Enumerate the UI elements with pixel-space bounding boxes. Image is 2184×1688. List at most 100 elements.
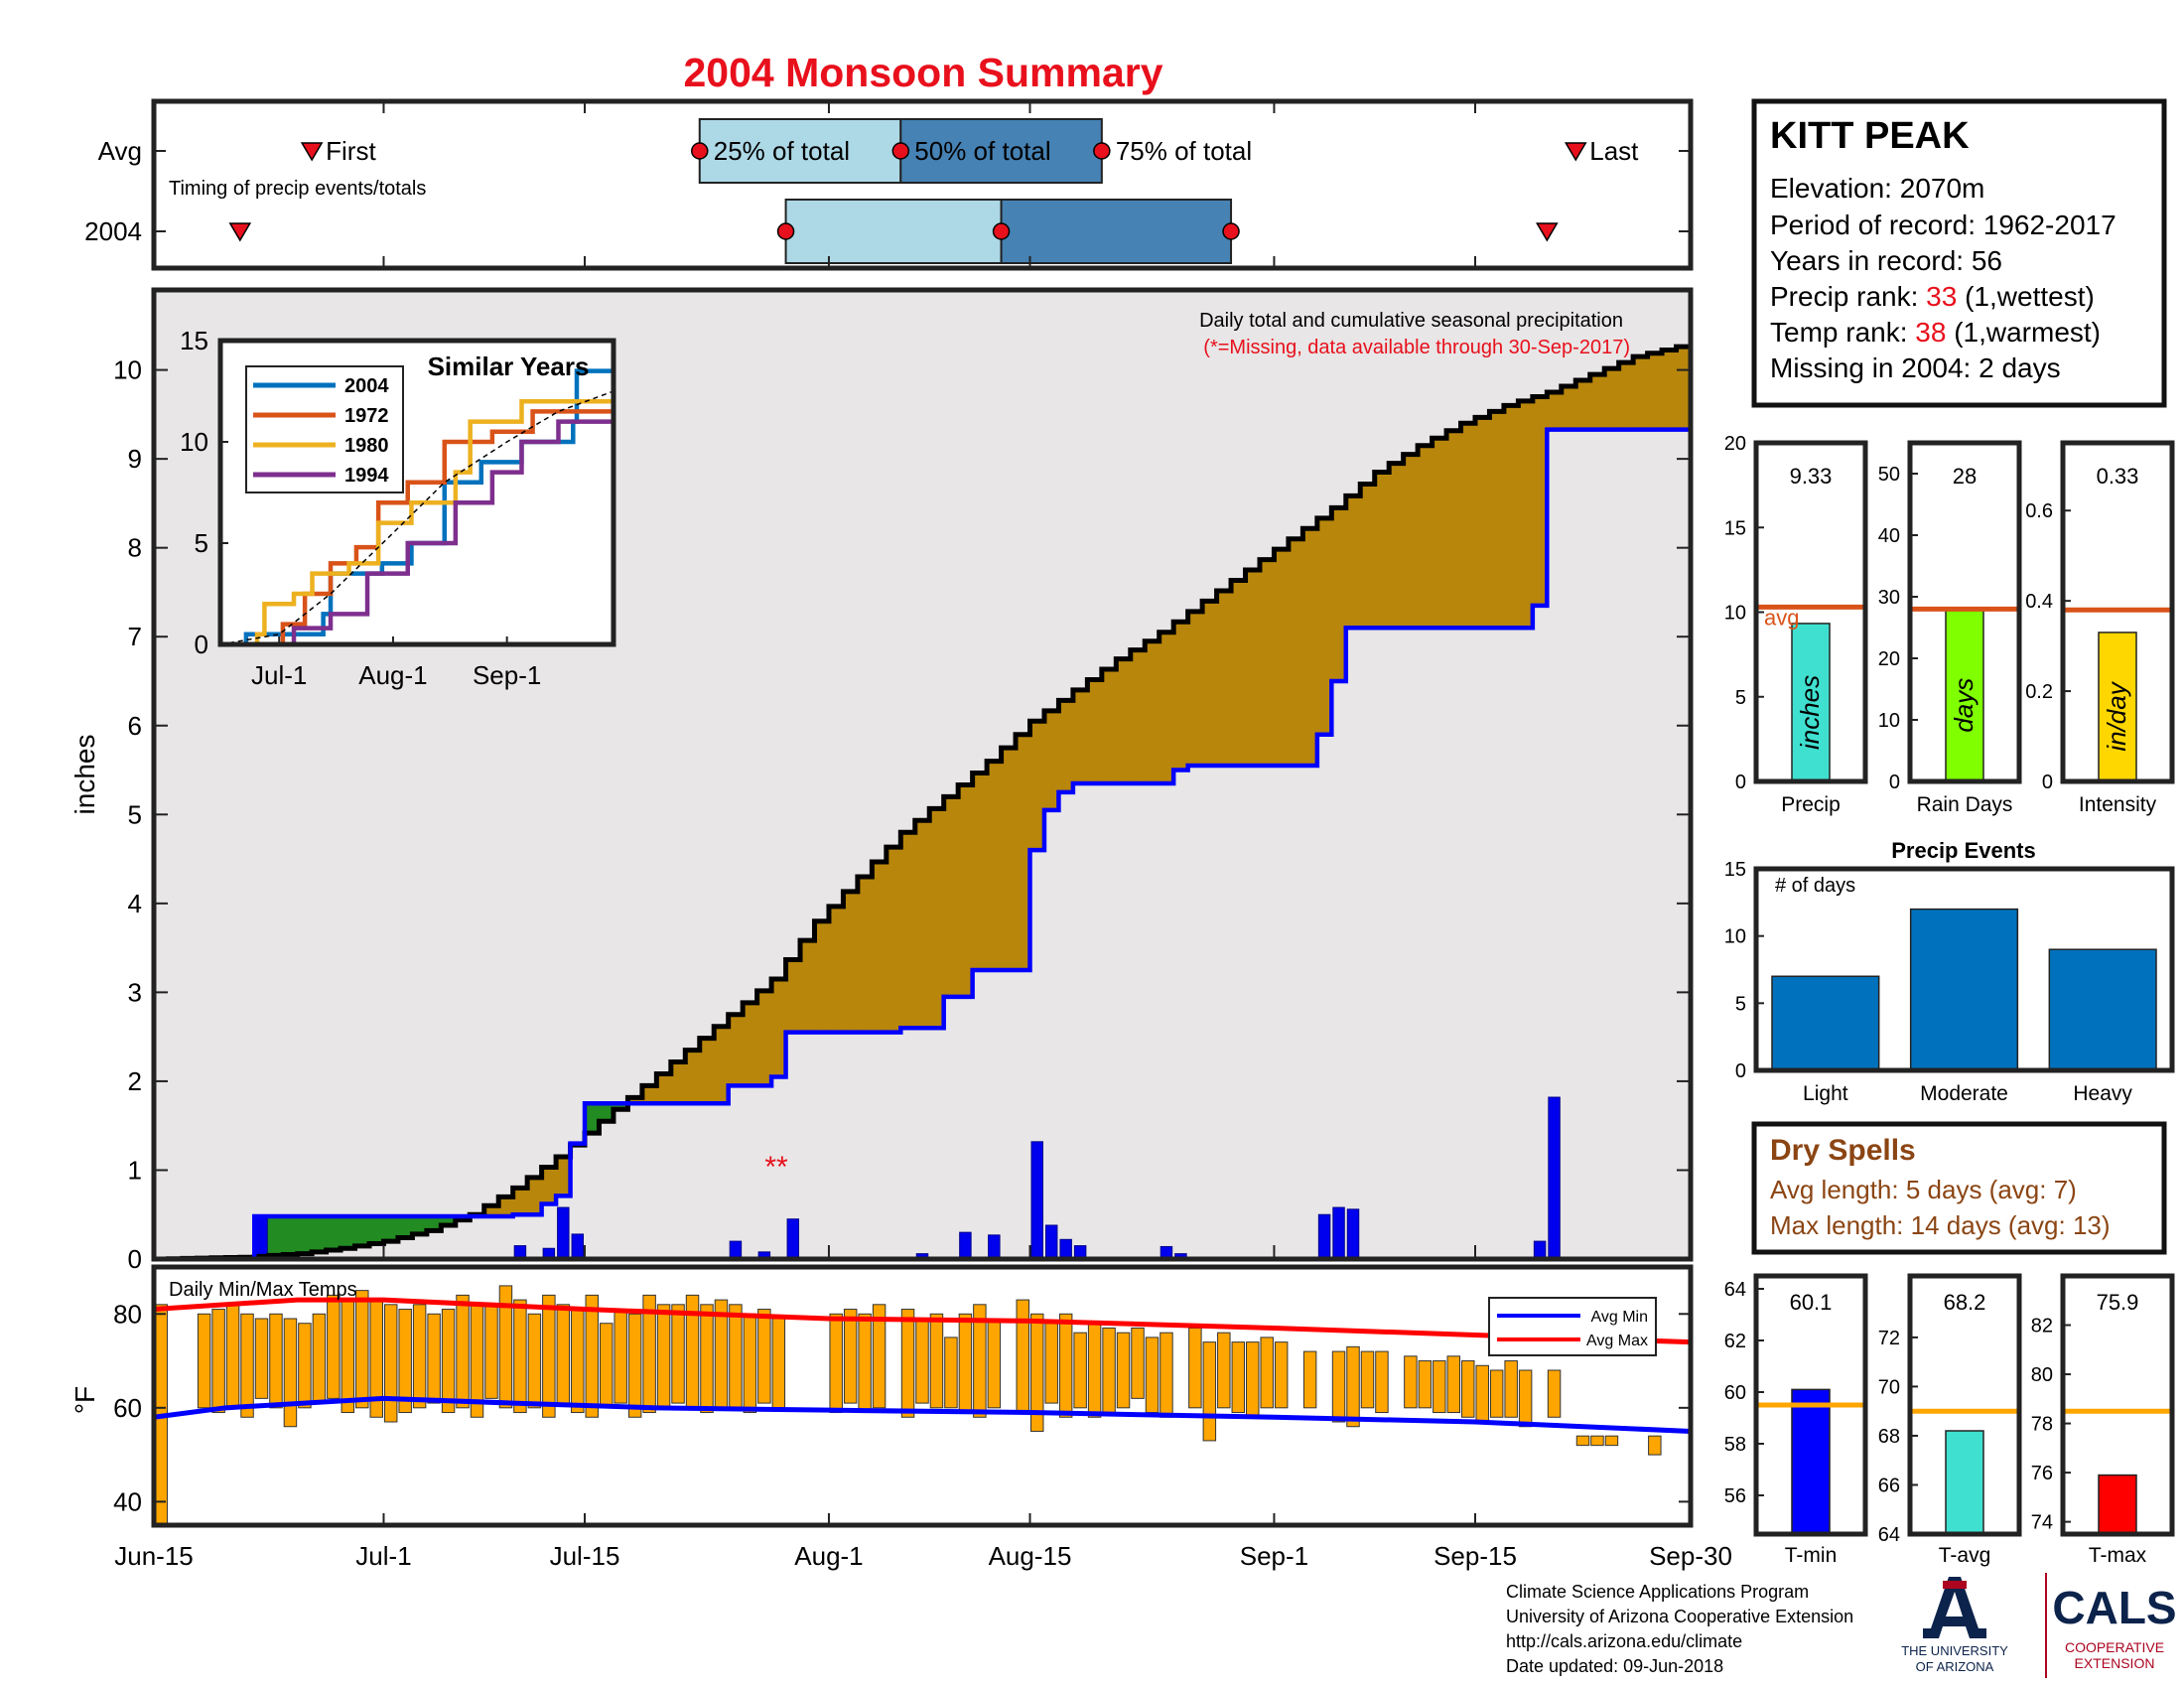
total-value-label: 0.33 [2097, 464, 2139, 489]
timing-last-label: Last [1589, 136, 1639, 166]
daily-temp-bar [513, 1299, 527, 1414]
timing-q75-label: 75% of total [1116, 136, 1252, 166]
temp-rank-line: Temp rank: 38 (1,warmest) [1770, 317, 2101, 348]
total-y-tick-label: 0.4 [2025, 591, 2053, 613]
deficit-fill [1316, 517, 1332, 735]
x-tick-label: Jul-1 [355, 1541, 411, 1571]
deficit-fill [1647, 352, 1663, 430]
deficit-fill [785, 959, 801, 1033]
footer-line-2: University of Arizona Cooperative Extens… [1506, 1607, 1853, 1626]
y-tick-label: 4 [128, 889, 142, 918]
plot-caption: Daily total and cumulative seasonal prec… [1199, 310, 1623, 332]
daily-temp-bar [1302, 1350, 1317, 1409]
tavg-value-label: 75.9 [2097, 1290, 2139, 1315]
events-y-tick-label: 0 [1735, 1060, 1746, 1082]
temp-panel-title: Daily Min/Max Temps [169, 1279, 357, 1301]
deficit-fill [1173, 622, 1189, 771]
daily-temp-bar [599, 1323, 614, 1409]
tavg-y-tick-label: 76 [2031, 1463, 2053, 1484]
x-tick-label: Sep-30 [1649, 1541, 1732, 1571]
missing-data-marker: ** [764, 1151, 788, 1184]
timing-row-label: Avg [98, 136, 142, 166]
temp-avg-line-max [153, 1297, 1692, 1345]
tavg-panel-frame [2060, 1273, 2175, 1537]
daily-temp-bar [211, 1309, 225, 1414]
deficit-fill [1130, 649, 1146, 783]
deficit-fill [1389, 463, 1405, 629]
total-y-tick-label: 5 [1735, 687, 1746, 709]
deficit-fill [1360, 484, 1376, 629]
total-y-tick-label: 20 [1724, 433, 1746, 455]
daily-temp-bar [1116, 1332, 1131, 1409]
total-y-tick-label: 0.6 [2025, 500, 2053, 522]
daily-temp-bar [929, 1313, 944, 1409]
deficit-fill [814, 920, 830, 1033]
temp-legend-label: Avg Min [1590, 1309, 1648, 1326]
precip-rank-part: (1,wettest) [1957, 281, 2094, 312]
deficit-fill [1187, 611, 1203, 767]
daily-temp-bar [398, 1309, 412, 1414]
events-y-tick-label: 5 [1735, 993, 1746, 1015]
daily-temp-bar [498, 1285, 513, 1409]
deficit-fill [843, 891, 859, 1033]
total-y-tick-label: 0 [1889, 772, 1900, 793]
tavg-y-tick-label: 68 [1878, 1426, 1900, 1448]
deficit-fill [1259, 559, 1276, 767]
deficit-fill [1374, 472, 1390, 629]
daily-precip-bar [786, 1218, 800, 1260]
precip-rank-line: Precip rank: 33 (1,wettest) [1770, 281, 2095, 312]
deficit-fill [828, 906, 845, 1033]
station-name: KITT PEAK [1770, 115, 1970, 157]
ua-logo-line-2: OF ARIZONA [1916, 1659, 1994, 1674]
daily-temp-bar [341, 1299, 355, 1414]
inset-x-tick-label: Jul-1 [251, 660, 307, 690]
deficit-fill [1403, 454, 1419, 629]
daily-temp-bar [269, 1313, 283, 1409]
daily-temp-bar [1217, 1332, 1231, 1409]
ua-a-accent [1943, 1581, 1967, 1589]
daily-temp-bar [1504, 1360, 1518, 1418]
timing-marker-q50 [992, 222, 1011, 240]
deficit-fill [1145, 640, 1160, 783]
deficit-fill [1116, 658, 1132, 783]
daily-temp-bar [1058, 1313, 1073, 1418]
total-unit-label: days [1949, 678, 1979, 733]
timing-marker-last [1564, 142, 1587, 162]
temp-y-tick-label: 40 [113, 1486, 142, 1516]
deficit-fill [1589, 374, 1605, 430]
deficit-fill [987, 761, 1003, 970]
daily-precip-bar [1059, 1238, 1072, 1260]
timing-marker-q25 [776, 222, 795, 240]
surplus-fill [268, 1216, 284, 1256]
surplus-fill [326, 1216, 341, 1251]
timing-marker-q75 [1222, 222, 1240, 240]
total-panel-name: Precip [1781, 793, 1841, 816]
deficit-fill [1016, 734, 1031, 970]
deficit-fill [1575, 380, 1591, 430]
daily-temp-bar [1446, 1355, 1461, 1414]
deficit-fill [914, 820, 930, 1029]
cals-logo-line-1: COOPERATIVE [2065, 1639, 2164, 1655]
daily-temp-bar [1648, 1435, 1662, 1456]
daily-temp-bar [1145, 1336, 1160, 1414]
daily-temp-bar [843, 1309, 858, 1404]
deficit-fill [728, 1014, 744, 1086]
daily-temp-bar [197, 1313, 211, 1409]
daily-temp-bar [757, 1309, 771, 1404]
y-tick-label: 10 [113, 355, 142, 385]
daily-temp-bar [1044, 1323, 1058, 1404]
figure-title: 2004 Monsoon Summary [683, 50, 1162, 95]
deficit-fill [1532, 396, 1548, 606]
timing-caption: Timing of precip events/totals [169, 178, 426, 200]
daily-temp-bar [743, 1313, 757, 1414]
daily-temp-bar [771, 1318, 786, 1409]
daily-temp-bar [1360, 1350, 1375, 1409]
deficit-fill [1245, 570, 1261, 767]
daily-temp-bar [1131, 1327, 1145, 1399]
deficit-fill [1604, 368, 1620, 430]
x-tick-label: Aug-1 [794, 1541, 863, 1571]
university-of-arizona-logo [1923, 1577, 1986, 1638]
total-y-tick-label: 10 [1724, 603, 1746, 625]
